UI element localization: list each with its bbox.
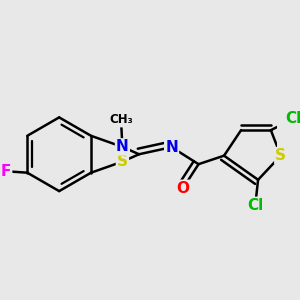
Text: Cl: Cl (247, 198, 263, 213)
Text: S: S (275, 148, 286, 163)
Text: Cl: Cl (285, 111, 300, 126)
Text: CH₃: CH₃ (109, 113, 133, 126)
Text: S: S (117, 154, 128, 169)
Text: F: F (1, 164, 11, 179)
Text: N: N (116, 140, 129, 154)
Text: N: N (165, 140, 178, 155)
Text: O: O (176, 181, 189, 196)
